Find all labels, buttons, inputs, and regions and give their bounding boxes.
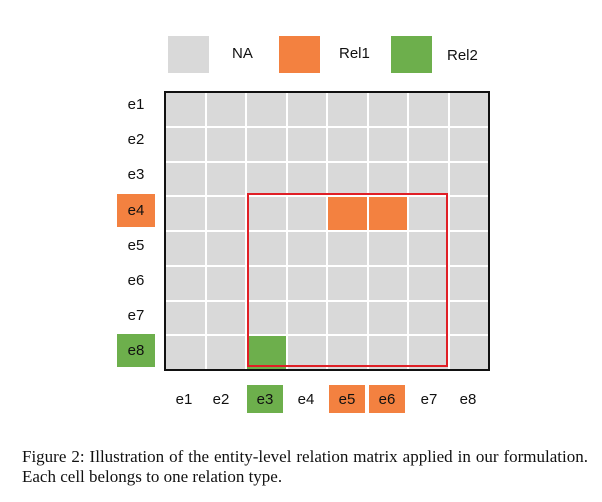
matrix-cell-e5-e4 [287,232,326,265]
matrix-cell-e2-e4 [287,127,326,161]
matrix-cell-e2-e3 [247,127,286,161]
matrix-cell-e4-e4 [287,197,326,230]
legend-swatch-rel1 [279,36,320,73]
matrix-cell-e5-e1 [166,232,205,265]
matrix-cell-e3-e7 [409,162,448,196]
matrix-cell-e7-e7 [409,301,448,335]
matrix-cell-e5-e6 [368,232,407,265]
matrix-cell-e6-e6 [368,266,407,300]
legend-label-rel1: Rel1 [339,45,370,62]
col-label-e5: e5 [329,385,365,413]
matrix-cell-e2-e7 [409,127,448,161]
matrix-cell-e2-e5 [328,127,367,161]
matrix-cell-e8-e8 [449,336,488,369]
figure-caption: Figure 2: Illustration of the entity-lev… [22,447,588,486]
matrix-cell-e7-e1 [166,301,205,335]
matrix-cell-e4-e6 [368,197,407,230]
matrix-cell-e8-e5 [328,336,367,369]
row-label-e7: e7 [127,307,145,324]
row-label-e2: e2 [127,131,145,148]
matrix-cell-e8-e3 [247,336,286,369]
matrix-cell-e7-e6 [368,301,407,335]
matrix-cell-e1-e6 [368,93,407,126]
col-label-e6: e6 [369,385,405,413]
row-label-e1: e1 [127,96,145,113]
matrix-cell-e4-e8 [449,197,488,230]
matrix-cell-e3-e2 [206,162,245,196]
matrix-cell-e7-e4 [287,301,326,335]
matrix-cell-e4-e3 [247,197,286,230]
matrix-cell-e5-e5 [328,232,367,265]
matrix-cell-e8-e7 [409,336,448,369]
matrix-cell-e1-e5 [328,93,367,126]
matrix-cell-e6-e3 [247,266,286,300]
matrix-cell-e5-e2 [206,232,245,265]
legend-label-na: NA [232,45,253,62]
matrix-cell-e6-e2 [206,266,245,300]
matrix-cell-e5-e7 [409,232,448,265]
matrix-cell-e1-e7 [409,93,448,126]
matrix-cell-e4-e1 [166,197,205,230]
col-label-e4: e4 [297,390,315,408]
col-label-e2: e2 [212,390,230,408]
matrix-cell-e3-e6 [368,162,407,196]
matrix-cell-e3-e8 [449,162,488,196]
matrix-cell-e3-e3 [247,162,286,196]
matrix-cell-e7-e3 [247,301,286,335]
col-label-e3: e3 [247,385,283,413]
col-label-e1: e1 [175,390,193,408]
matrix-cell-e6-e1 [166,266,205,300]
matrix-cell-e3-e5 [328,162,367,196]
matrix-cell-e4-e5 [328,197,367,230]
legend-label-rel2: Rel2 [447,47,478,64]
relation-matrix [164,91,490,371]
matrix-cell-e2-e1 [166,127,205,161]
legend-swatch-rel2 [391,36,432,73]
matrix-cell-e4-e2 [206,197,245,230]
matrix-cell-e1-e1 [166,93,205,126]
row-label-e5: e5 [127,237,145,254]
col-label-e7: e7 [420,390,438,408]
matrix-cell-e1-e8 [449,93,488,126]
matrix-cell-e8-e1 [166,336,205,369]
matrix-cell-e2-e6 [368,127,407,161]
matrix-cell-e6-e5 [328,266,367,300]
matrix-cell-e5-e3 [247,232,286,265]
matrix-cell-e8-e2 [206,336,245,369]
matrix-cell-e6-e8 [449,266,488,300]
row-label-e3: e3 [127,166,145,183]
matrix-cell-e4-e7 [409,197,448,230]
row-label-e4: e4 [117,194,155,227]
legend-swatch-na [168,36,209,73]
matrix-cell-e1-e2 [206,93,245,126]
matrix-cell-e1-e3 [247,93,286,126]
matrix-cell-e3-e1 [166,162,205,196]
matrix-cell-e5-e8 [449,232,488,265]
row-label-e6: e6 [127,272,145,289]
matrix-cell-e7-e2 [206,301,245,335]
matrix-cell-e8-e6 [368,336,407,369]
matrix-cell-e2-e8 [449,127,488,161]
matrix-cell-e6-e7 [409,266,448,300]
col-label-e8: e8 [459,390,477,408]
matrix-cell-e7-e5 [328,301,367,335]
matrix-cell-e1-e4 [287,93,326,126]
row-label-e8: e8 [117,334,155,367]
matrix-cell-e8-e4 [287,336,326,369]
matrix-cell-e2-e2 [206,127,245,161]
matrix-cell-e6-e4 [287,266,326,300]
matrix-cell-e7-e8 [449,301,488,335]
matrix-cell-e3-e4 [287,162,326,196]
